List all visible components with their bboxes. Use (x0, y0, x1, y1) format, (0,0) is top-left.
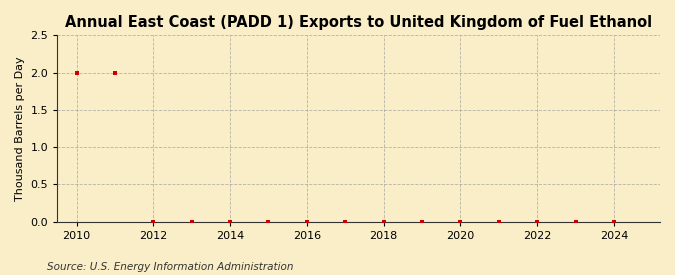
Title: Annual East Coast (PADD 1) Exports to United Kingdom of Fuel Ethanol: Annual East Coast (PADD 1) Exports to Un… (65, 15, 652, 30)
Y-axis label: Thousand Barrels per Day: Thousand Barrels per Day (15, 56, 25, 201)
Text: Source: U.S. Energy Information Administration: Source: U.S. Energy Information Administ… (47, 262, 294, 272)
